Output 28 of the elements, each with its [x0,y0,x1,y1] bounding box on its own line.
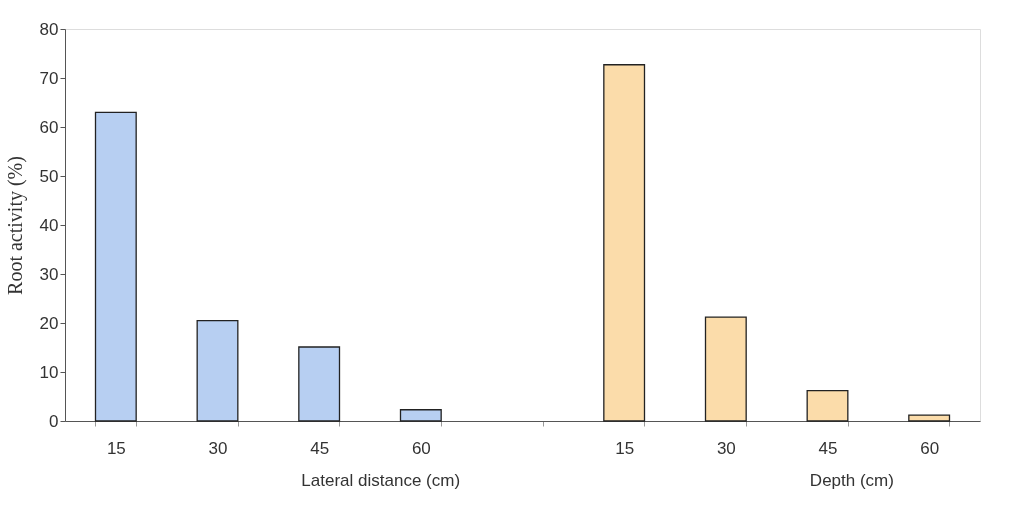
y-tick-label: 40 [39,215,59,235]
bar [399,409,442,422]
x-tick-label: 15 [615,438,635,458]
bar [704,316,747,422]
x-tick-label: 30 [208,438,228,458]
bar [603,64,646,422]
x-tick-label: 45 [310,438,330,458]
y-tick-label: 0 [49,411,59,431]
y-axis-title: Root activity (%) [3,156,27,295]
text: Depth (cm) [809,471,894,490]
bar [908,414,951,422]
y-tick-label: 10 [39,362,59,382]
bar [298,346,341,422]
y-tick-label: 20 [39,313,59,333]
text: Lateral distance (cm) [301,471,461,490]
x-tick-label: 60 [920,438,940,458]
y-tick-label: 80 [39,19,59,39]
x-tick-label: 60 [411,438,431,458]
y-tick-label: 60 [39,117,59,137]
x-tick-label: 30 [716,438,736,458]
y-tick-label: 30 [39,264,59,284]
y-tick-label: 50 [39,166,59,186]
bar [806,389,849,422]
bar [94,111,137,422]
bar [196,319,239,422]
x-tick-label: 15 [106,438,126,458]
y-tick-label: 70 [39,68,59,88]
x-tick-label: 45 [818,438,838,458]
